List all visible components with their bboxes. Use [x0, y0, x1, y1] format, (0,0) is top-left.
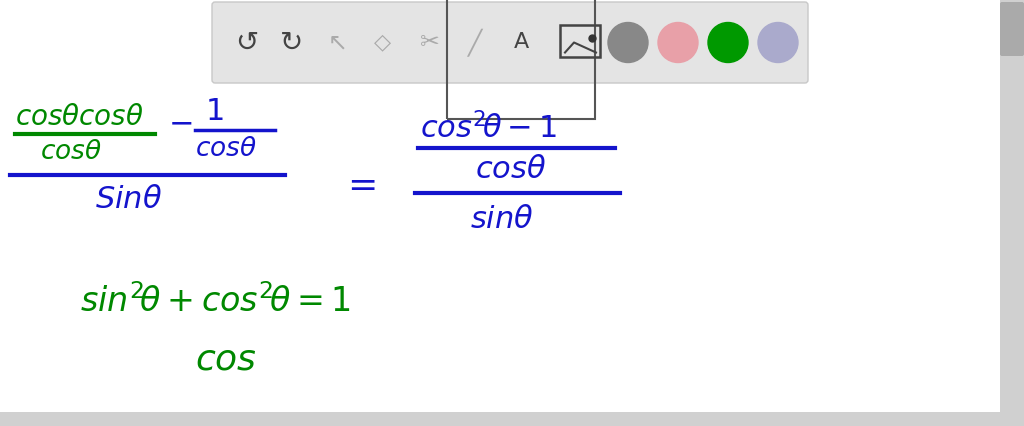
- Text: $\mathit{cos^2\!\theta-1}$: $\mathit{cos^2\!\theta-1}$: [420, 112, 557, 144]
- Text: ✂: ✂: [420, 31, 440, 55]
- Text: $1$: $1$: [205, 98, 223, 126]
- Text: $\mathit{cos}$: $\mathit{cos}$: [195, 344, 257, 376]
- Text: ↖: ↖: [328, 31, 348, 55]
- Text: ◇: ◇: [374, 32, 390, 52]
- Text: ╱: ╱: [467, 29, 481, 57]
- Text: $\mathit{cos\theta}$: $\mathit{cos\theta}$: [475, 156, 547, 184]
- Text: ↺: ↺: [236, 29, 259, 57]
- FancyBboxPatch shape: [1000, 2, 1024, 56]
- Text: $\mathit{sin\theta}$: $\mathit{sin\theta}$: [470, 206, 534, 234]
- Text: $\mathit{Sin\theta}$: $\mathit{Sin\theta}$: [95, 186, 162, 214]
- Bar: [0, 412, 1000, 426]
- Text: ↻: ↻: [281, 29, 304, 57]
- Text: $-$: $-$: [168, 111, 193, 139]
- FancyBboxPatch shape: [212, 2, 808, 83]
- Circle shape: [758, 23, 798, 63]
- Text: $\mathit{sin^2\!\theta + cos^2\!\theta = 1}$: $\mathit{sin^2\!\theta + cos^2\!\theta =…: [80, 285, 351, 320]
- Text: A: A: [513, 32, 528, 52]
- Circle shape: [708, 23, 748, 63]
- Circle shape: [608, 23, 648, 63]
- Text: $\mathit{cos\theta cos\theta}$: $\mathit{cos\theta cos\theta}$: [15, 105, 143, 131]
- Text: $\mathit{cos\theta}$: $\mathit{cos\theta}$: [40, 141, 102, 165]
- Text: $\mathit{cos\theta}$: $\mathit{cos\theta}$: [195, 138, 257, 162]
- Bar: [1000, 0, 1024, 426]
- Circle shape: [658, 23, 698, 63]
- Text: $=$: $=$: [340, 168, 376, 201]
